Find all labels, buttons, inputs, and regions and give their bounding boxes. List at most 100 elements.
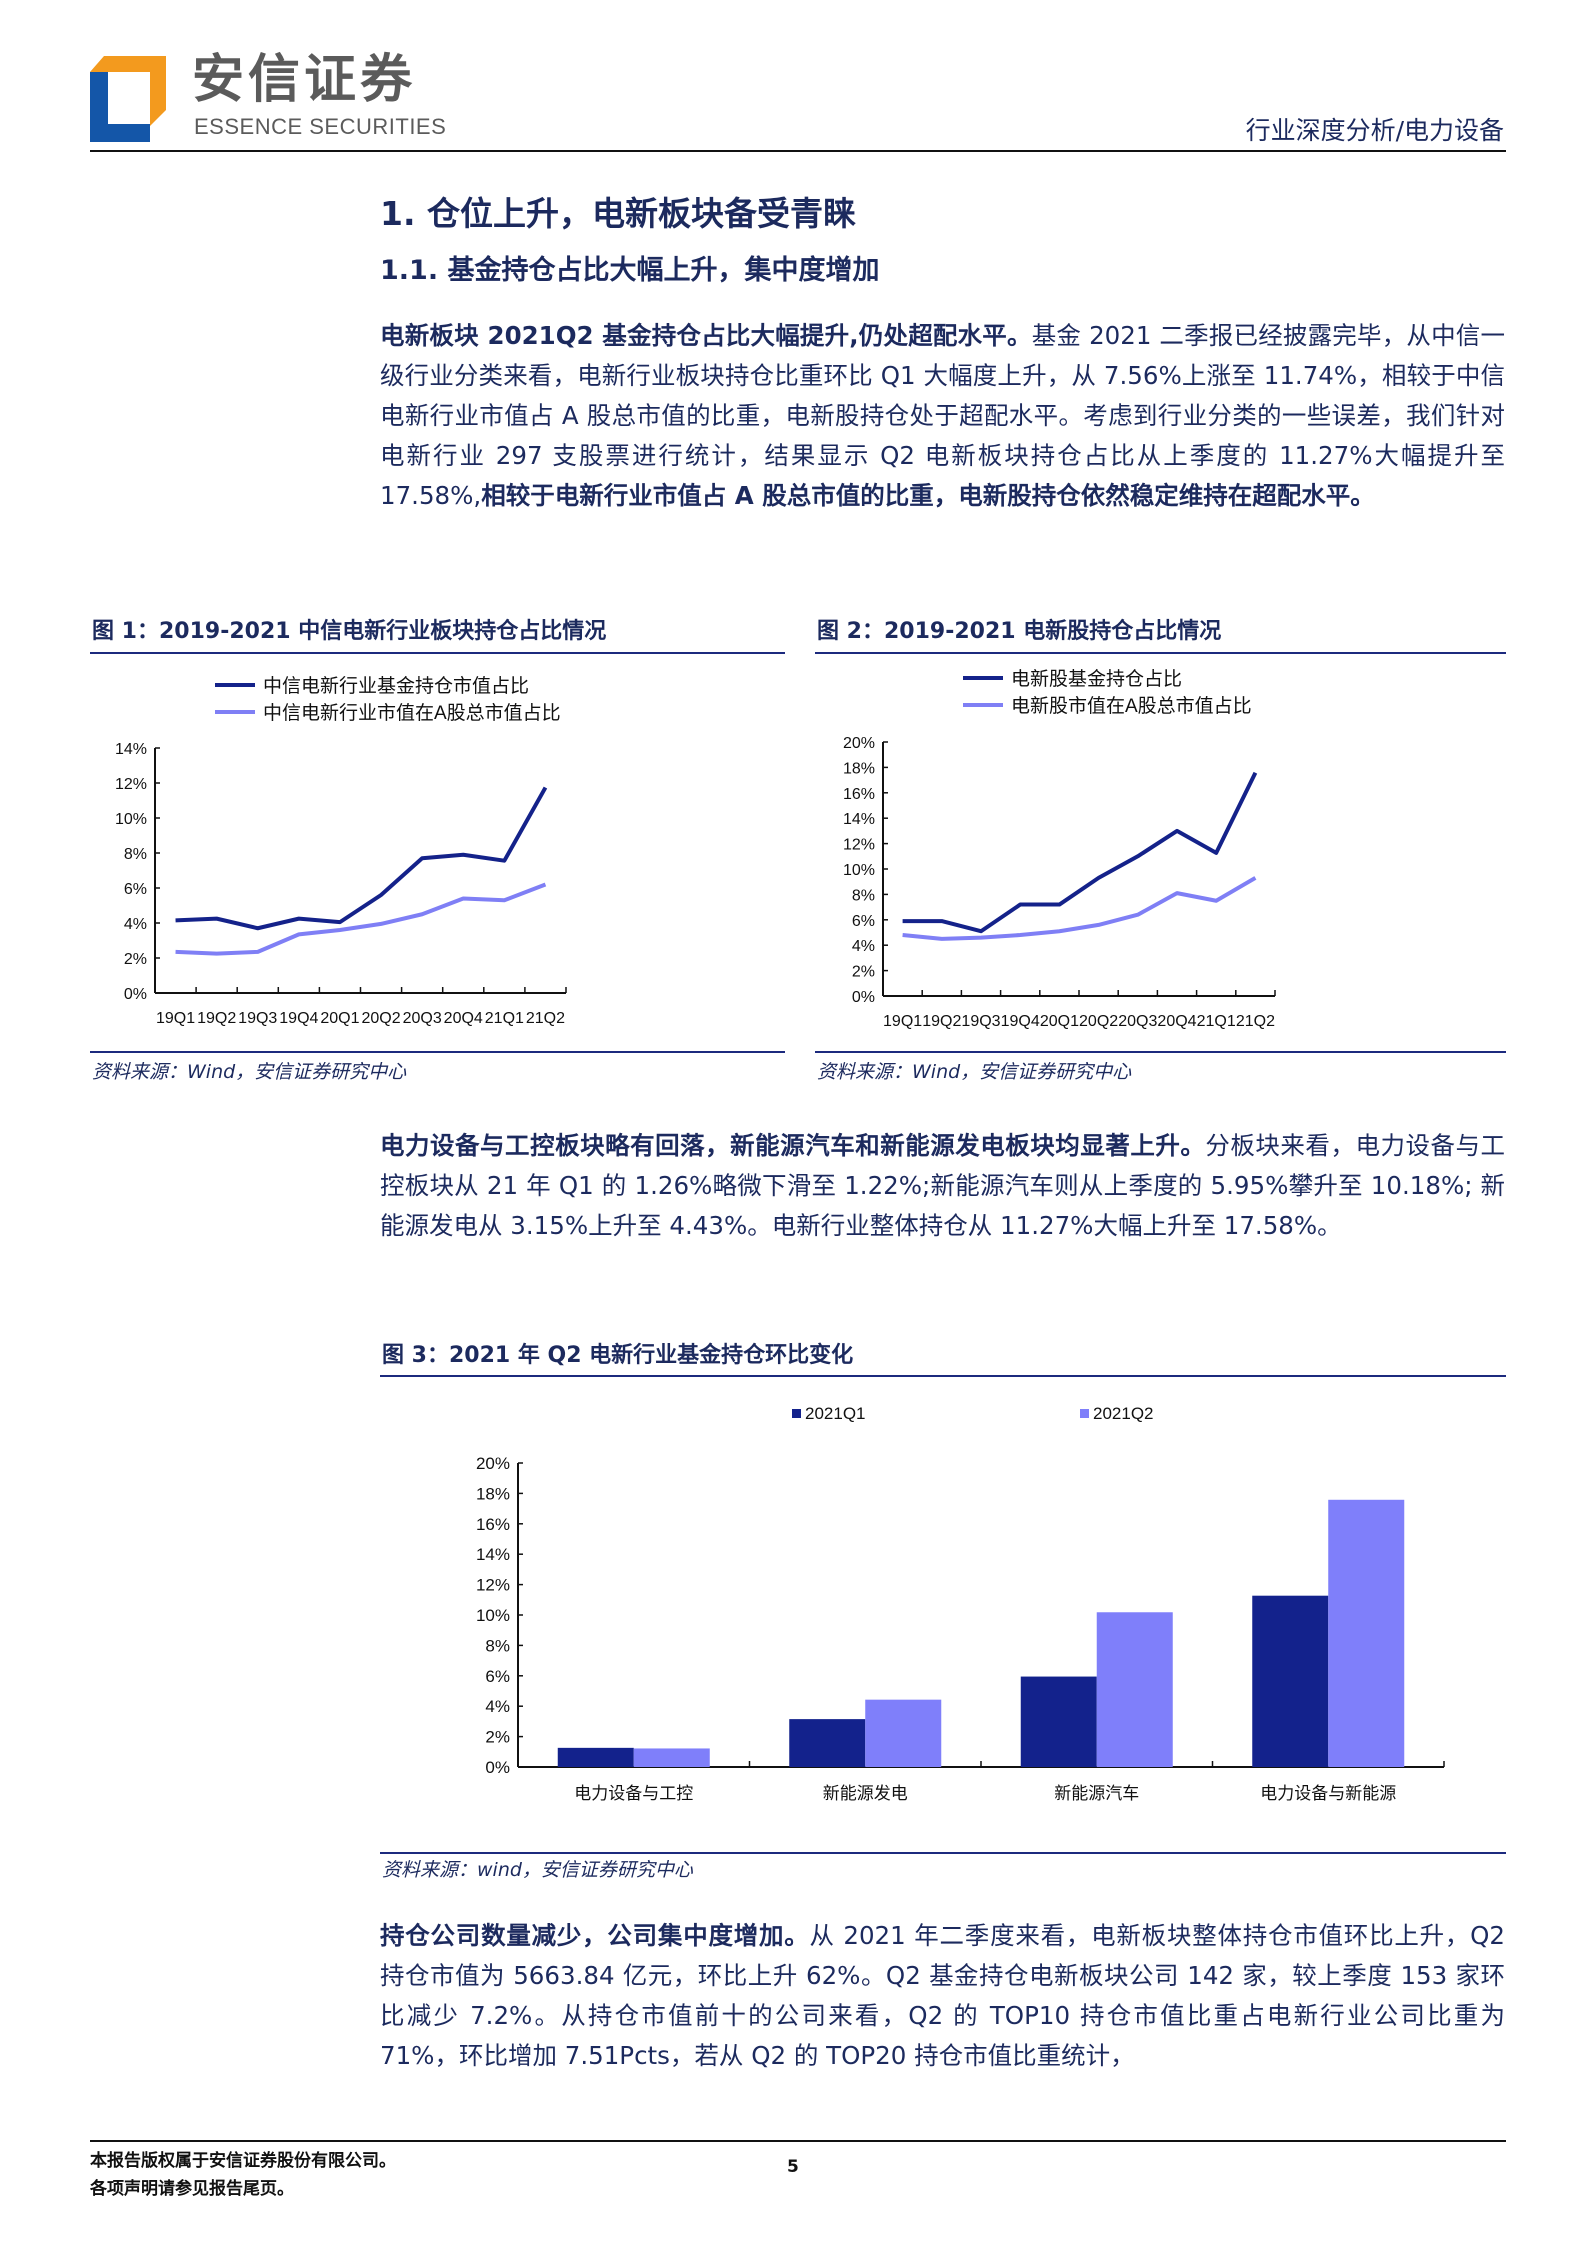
figure-1-bottom-rule bbox=[90, 1051, 785, 1053]
bar bbox=[633, 1748, 710, 1767]
legend-label: 2021Q2 bbox=[1093, 1404, 1154, 1423]
x-tick-label: 19Q4 bbox=[279, 1010, 318, 1027]
y-tick-label: 0% bbox=[852, 989, 875, 1006]
figure-2-title: 图 2：2019-2021 电新股持仓占比情况 bbox=[817, 619, 1222, 644]
x-tick-label: 20Q3 bbox=[403, 1010, 442, 1027]
y-tick-label: 10% bbox=[115, 811, 147, 828]
figure-1-line-chart: 0%2%4%6%8%10%12%14%19Q1 19Q2 19Q3 19Q4 20Q1 2… bbox=[115, 675, 567, 1027]
figure-3-title: 图 3：2021 年 Q2 电新行业基金持仓环比变化 bbox=[382, 1343, 854, 1368]
figure-1-title: 图 1：2019-2021 中信电新行业板块持仓占比情况 bbox=[92, 619, 607, 644]
x-tick-label: 20Q2 bbox=[1079, 1013, 1118, 1030]
bar bbox=[1096, 1612, 1173, 1767]
y-tick-label: 6% bbox=[124, 881, 147, 898]
bar bbox=[557, 1747, 634, 1767]
figure-2-top-rule bbox=[815, 652, 1506, 654]
paragraph-1: 电新板块 2021Q2 基金持仓占比大幅提升,仍处超配水平。基金 2021 二季… bbox=[380, 316, 1505, 516]
y-tick-label: 2% bbox=[485, 1728, 510, 1747]
footer-disclaimer: 各项声明请参见报告尾页。 bbox=[90, 2179, 294, 2199]
x-tick-label: 电力设备与新能源 bbox=[1260, 1784, 1396, 1803]
y-tick-label: 8% bbox=[852, 887, 875, 904]
y-tick-label: 4% bbox=[485, 1697, 510, 1716]
paragraph-text: 基金 2021 二季报已经披露完毕，从中信一级行业分类来看，电新行业板块持仓比重… bbox=[380, 321, 1505, 510]
logo-text-en: ESSENCE SECURITIES bbox=[194, 114, 447, 139]
x-tick-label: 20Q3 bbox=[1118, 1013, 1157, 1030]
paragraph-lead: 电新板块 2021Q2 基金持仓占比大幅提升,仍处超配水平。 bbox=[380, 321, 1032, 350]
y-tick-label: 18% bbox=[476, 1484, 510, 1503]
series-line bbox=[175, 882, 547, 956]
figure-2-line-chart: 0% 2% 4% 6% 8% 10% 12% 14% 16% 18% 20% 19Q1 19Q2 19Q3… bbox=[843, 668, 1276, 1030]
section-heading: 1. 仓位上升，电新板块备受青睐 bbox=[380, 194, 856, 233]
y-tick-label: 8% bbox=[485, 1636, 510, 1655]
y-tick-label: 2% bbox=[852, 964, 875, 981]
legend-label: 电新股市值在A股总市值占比 bbox=[1011, 695, 1252, 717]
figure-3-bar-chart: 0% 2% 4% 6% 8% 10% 12% 14% 16% 18% 20% 电力设备与工控 新能源发电… bbox=[476, 1404, 1445, 1803]
page-number: 5 bbox=[787, 2157, 799, 2177]
header-divider bbox=[90, 150, 1506, 152]
x-tick-label: 21Q1 bbox=[1197, 1013, 1236, 1030]
legend-label: 电新股基金持仓占比 bbox=[1011, 668, 1182, 690]
x-tick-label: 19Q1 bbox=[156, 1010, 195, 1027]
y-tick-label: 4% bbox=[124, 916, 147, 933]
legend-swatch bbox=[792, 1409, 801, 1418]
paragraph-tail: 相较于电新行业市值占 A 股总市值的比重，电新股持仓依然稳定维持在超配水平。 bbox=[481, 481, 1375, 510]
y-tick-label: 14% bbox=[843, 811, 875, 828]
y-tick-label: 6% bbox=[852, 913, 875, 930]
y-tick-label: 0% bbox=[124, 986, 147, 1003]
footer-copyright: 本报告版权属于安信证券股份有限公司。 bbox=[90, 2151, 396, 2171]
figure-1-top-rule bbox=[90, 652, 785, 654]
y-tick-label: 18% bbox=[843, 760, 875, 777]
x-tick-label: 21Q2 bbox=[1236, 1013, 1275, 1030]
x-tick-label: 19Q4 bbox=[1001, 1013, 1040, 1030]
figure-3-bottom-rule bbox=[380, 1852, 1506, 1854]
legend-label: 中信电新行业市值在A股总市值占比 bbox=[263, 702, 561, 724]
figure-2-bottom-rule bbox=[815, 1051, 1506, 1053]
x-tick-label: 19Q1 bbox=[883, 1013, 922, 1030]
y-tick-label: 12% bbox=[476, 1576, 510, 1595]
x-tick-label: 21Q2 bbox=[526, 1010, 565, 1027]
x-tick-label: 20Q1 bbox=[320, 1010, 359, 1027]
x-tick-label: 19Q3 bbox=[238, 1010, 277, 1027]
x-tick-label: 21Q1 bbox=[485, 1010, 524, 1027]
x-tick-label: 20Q2 bbox=[361, 1010, 400, 1027]
paragraph-lead: 电力设备与工控板块略有回落，新能源汽车和新能源发电板块均显著上升。 bbox=[380, 1131, 1206, 1160]
series-line bbox=[902, 771, 1258, 934]
x-tick-label: 20Q4 bbox=[1157, 1013, 1196, 1030]
figure-2-source: 资料来源：Wind，安信证券研究中心 bbox=[817, 1061, 1132, 1083]
y-tick-label: 20% bbox=[476, 1454, 510, 1473]
legend-swatch bbox=[1080, 1409, 1089, 1418]
x-tick-label: 新能源汽车 bbox=[1054, 1784, 1139, 1803]
y-tick-label: 6% bbox=[485, 1667, 510, 1686]
paragraph-text: 从 2021 年二季度来看，电新板块整体持仓市值环比上升，Q2 持仓市值为 56… bbox=[380, 1921, 1506, 2070]
y-tick-label: 10% bbox=[843, 862, 875, 879]
x-tick-label: 19Q2 bbox=[922, 1013, 961, 1030]
legend-label: 中信电新行业基金持仓市值占比 bbox=[263, 675, 529, 697]
footer-divider bbox=[90, 2140, 1506, 2142]
paragraph-text: 分板块来看，电力设备与工控板块从 21 年 Q1 的 1.26%略微下滑至 1.… bbox=[380, 1131, 1505, 1240]
bar bbox=[865, 1699, 942, 1767]
y-tick-label: 16% bbox=[843, 786, 875, 803]
bar bbox=[1328, 1499, 1405, 1767]
y-tick-label: 12% bbox=[115, 776, 147, 793]
series-line bbox=[902, 876, 1257, 941]
x-tick-label: 20Q1 bbox=[1040, 1013, 1079, 1030]
paragraph-3: 持仓公司数量减少，公司集中度增加。从 2021 年二季度来看，电新板块整体持仓市… bbox=[380, 1916, 1505, 2076]
paragraph-lead: 持仓公司数量减少，公司集中度增加。 bbox=[380, 1921, 810, 1950]
y-tick-label: 12% bbox=[843, 837, 875, 854]
report-type: 行业深度分析/电力设备 bbox=[1245, 116, 1504, 145]
y-tick-label: 10% bbox=[476, 1606, 510, 1625]
legend-label: 2021Q1 bbox=[805, 1404, 866, 1423]
y-tick-label: 4% bbox=[852, 938, 875, 955]
y-tick-label: 8% bbox=[124, 846, 147, 863]
logo-mark bbox=[90, 56, 166, 142]
y-tick-label: 16% bbox=[476, 1515, 510, 1534]
bar bbox=[789, 1719, 866, 1767]
figure-1-source: 资料来源：Wind，安信证券研究中心 bbox=[92, 1061, 407, 1083]
y-tick-label: 0% bbox=[485, 1758, 510, 1777]
y-tick-label: 2% bbox=[124, 951, 147, 968]
subsection-heading: 1.1. 基金持仓占比大幅上升，集中度增加 bbox=[380, 255, 880, 286]
bar bbox=[1252, 1595, 1329, 1767]
x-tick-label: 新能源发电 bbox=[823, 1784, 908, 1803]
bar bbox=[1020, 1676, 1097, 1767]
x-tick-label: 电力设备与工控 bbox=[574, 1784, 693, 1803]
x-tick-label: 19Q3 bbox=[961, 1013, 1000, 1030]
